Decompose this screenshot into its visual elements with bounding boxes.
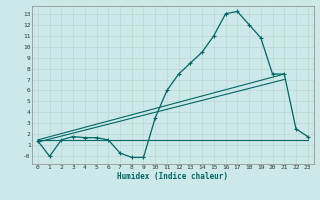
X-axis label: Humidex (Indice chaleur): Humidex (Indice chaleur) — [117, 172, 228, 181]
